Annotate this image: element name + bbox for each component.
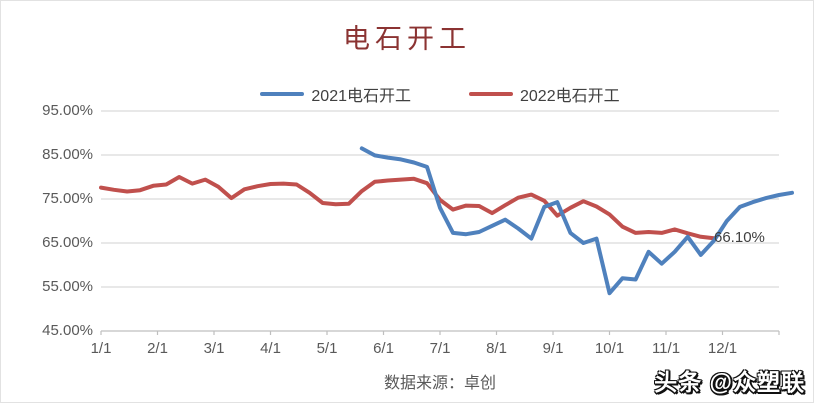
legend-swatch-2021-icon — [260, 92, 305, 96]
legend-label-2022: 2022电石开工 — [520, 88, 620, 105]
x-tick-label: 12/1 — [707, 340, 738, 357]
y-tick-label: 55.00% — [42, 278, 93, 295]
legend-label-2021: 2021电石开工 — [311, 88, 411, 105]
x-tick-label: 6/1 — [373, 340, 394, 357]
x-tick-label: 2/1 — [147, 340, 168, 357]
series-line-2022[interactable] — [99, 175, 716, 241]
x-tick-label: 8/1 — [486, 340, 507, 357]
y-tick-label: 85.00% — [42, 146, 93, 163]
x-tick-label: 10/1 — [594, 340, 625, 357]
x-tick-label: 1/1 — [90, 340, 112, 357]
x-tick-label: 5/1 — [316, 340, 338, 357]
x-tick-label: 3/1 — [203, 340, 225, 357]
x-tick-label: 9/1 — [542, 340, 564, 357]
y-tick-label: 95.00% — [42, 102, 93, 119]
x-tick-label: 4/1 — [260, 340, 281, 357]
legend-item-2022[interactable]: 2022电石开工 — [469, 82, 620, 106]
watermark: 头条 @众塑联 — [654, 369, 805, 395]
legend-swatch-2022-icon — [469, 92, 513, 96]
y-tick-label: 65.00% — [42, 234, 93, 251]
source-note: 数据来源：卓创 — [383, 375, 496, 392]
value-annotation: 66.10% — [714, 229, 765, 246]
y-tick-label: 45.00% — [42, 322, 93, 339]
legend: 2021电石开工 2022电石开工 — [101, 83, 779, 105]
y-tick-label: 75.00% — [42, 190, 93, 207]
x-tick-label: 11/1 — [651, 340, 681, 357]
legend-item-2021[interactable]: 2021电石开工 — [260, 82, 411, 106]
chart-title: 电石开工 — [343, 24, 471, 54]
x-tick-label: 7/1 — [429, 340, 451, 357]
series-line-2021[interactable] — [359, 146, 794, 296]
